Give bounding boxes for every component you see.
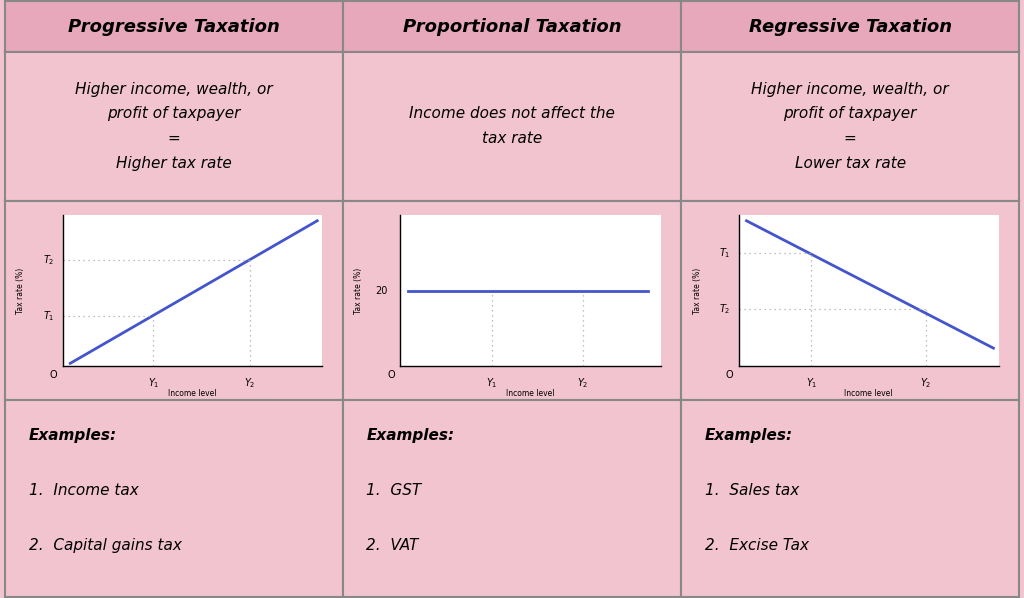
Text: Tax rate (%): Tax rate (%) bbox=[354, 267, 364, 313]
Text: 1.  Income tax: 1. Income tax bbox=[29, 483, 138, 498]
Text: Income level: Income level bbox=[507, 389, 555, 398]
Text: $T_1$: $T_1$ bbox=[43, 309, 54, 323]
Text: Examples:: Examples: bbox=[29, 428, 117, 443]
Text: $Y_1$: $Y_1$ bbox=[485, 376, 498, 390]
Text: Income level: Income level bbox=[168, 389, 217, 398]
Text: O: O bbox=[387, 370, 395, 380]
Text: $Y_1$: $Y_1$ bbox=[806, 376, 817, 390]
Text: Tax rate (%): Tax rate (%) bbox=[692, 267, 701, 313]
Text: $T_2$: $T_2$ bbox=[43, 254, 54, 267]
Text: 2.  Excise Tax: 2. Excise Tax bbox=[705, 538, 809, 553]
Text: Progressive Taxation: Progressive Taxation bbox=[68, 17, 280, 35]
Text: 1.  Sales tax: 1. Sales tax bbox=[705, 483, 799, 498]
Text: 2.  VAT: 2. VAT bbox=[367, 538, 419, 553]
Text: $T_1$: $T_1$ bbox=[719, 246, 731, 260]
Text: Tax rate (%): Tax rate (%) bbox=[16, 267, 26, 313]
Text: 1.  GST: 1. GST bbox=[367, 483, 422, 498]
Text: $Y_2$: $Y_2$ bbox=[921, 376, 932, 390]
Text: Higher income, wealth, or
profit of taxpayer
=
Lower tax rate: Higher income, wealth, or profit of taxp… bbox=[752, 82, 949, 170]
Text: $T_2$: $T_2$ bbox=[720, 302, 731, 316]
Text: Income does not affect the
tax rate: Income does not affect the tax rate bbox=[409, 106, 615, 146]
Text: $Y_2$: $Y_2$ bbox=[577, 376, 589, 390]
Text: $Y_1$: $Y_1$ bbox=[147, 376, 160, 390]
Text: Regressive Taxation: Regressive Taxation bbox=[749, 17, 951, 35]
Text: Examples:: Examples: bbox=[367, 428, 455, 443]
Text: $Y_2$: $Y_2$ bbox=[244, 376, 255, 390]
Text: Examples:: Examples: bbox=[705, 428, 793, 443]
Text: Proportional Taxation: Proportional Taxation bbox=[402, 17, 622, 35]
Text: 2.  Capital gains tax: 2. Capital gains tax bbox=[29, 538, 181, 553]
Text: O: O bbox=[49, 370, 57, 380]
Text: O: O bbox=[726, 370, 733, 380]
Text: 20: 20 bbox=[375, 285, 387, 295]
Text: Income level: Income level bbox=[845, 389, 893, 398]
Text: Higher income, wealth, or
profit of taxpayer
=
Higher tax rate: Higher income, wealth, or profit of taxp… bbox=[75, 82, 272, 170]
